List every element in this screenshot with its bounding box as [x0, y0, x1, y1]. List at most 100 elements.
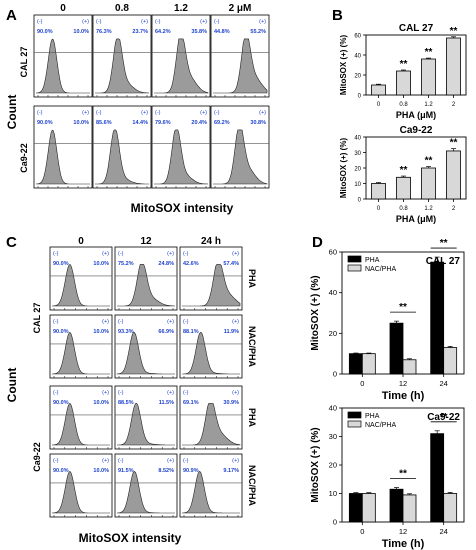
- panel-c-cell-neg-label: (-): [53, 390, 59, 396]
- y-tick-label: 30: [354, 151, 361, 157]
- panel-letter-c: C: [6, 234, 17, 251]
- panel-c-cell-frame: [49, 246, 113, 311]
- significance-mark: **: [425, 47, 433, 58]
- bar: [361, 493, 376, 523]
- panel-c-cell-histogram: [51, 471, 110, 514]
- bar: [348, 353, 363, 375]
- bar: [446, 150, 461, 200]
- significance-mark: **: [400, 165, 408, 176]
- significance-mark: **: [399, 469, 407, 480]
- panel-c-cell-neg-percent: 90.0%: [53, 261, 69, 267]
- panel-c-group-label-ca922: Ca9-22: [32, 442, 42, 472]
- panel-c-cell-pos-label: (+): [102, 458, 109, 464]
- panel-a-cell-neg-label: (-): [155, 110, 161, 116]
- significance-mark: **: [450, 138, 458, 149]
- panel-c-cell-histogram: [181, 471, 240, 514]
- significance-mark: **: [450, 26, 458, 37]
- bar: [430, 433, 445, 523]
- bar: [421, 167, 436, 200]
- bar: [348, 493, 363, 523]
- panel-c-cell-histogram: [51, 264, 110, 307]
- panel-c-cell-pos-label: (+): [102, 251, 109, 257]
- panel-c-cell-pos-percent: 10.0%: [93, 261, 109, 267]
- panel-a-cell-pos-label: (+): [200, 19, 207, 25]
- panel-c-cell-frame: [49, 453, 113, 518]
- panel-a-cell-pos-percent: 23.7%: [132, 29, 148, 35]
- panel-a-cell-neg-percent: 76.3%: [96, 29, 112, 35]
- panel-c-cell-neg-percent: 42.6%: [183, 261, 199, 267]
- y-tick-label: 0: [333, 518, 337, 527]
- panel-c-cell-pos-label: (+): [102, 390, 109, 396]
- panel-c-cell-neg-percent: 90.0%: [53, 400, 69, 406]
- bar: [446, 37, 461, 96]
- panel-c-row-label: PHA: [247, 269, 257, 289]
- bar: [389, 488, 404, 523]
- panel-c-col-header: 12: [140, 236, 152, 247]
- panel-a-col-header: 1.2: [174, 3, 188, 14]
- bar: [371, 84, 386, 96]
- panel-a-cell-neg-percent: 69.2%: [214, 120, 230, 126]
- x-axis-title: Time (h): [382, 390, 425, 402]
- panel-c-cell-neg-label: (-): [183, 319, 189, 325]
- significance-mark: **: [440, 412, 448, 423]
- significance-mark: **: [399, 302, 407, 313]
- x-tick-label: 0: [360, 527, 364, 536]
- panel-c-y-title: Count: [5, 368, 19, 403]
- y-tick-label: 20: [354, 167, 361, 173]
- y-tick-label: 0: [358, 94, 362, 100]
- panel-c-cell-histogram: [117, 264, 176, 307]
- x-tick-label: 24: [439, 527, 447, 536]
- y-tick-label: 0: [358, 198, 362, 204]
- panel-c-cell-histogram: [116, 332, 175, 375]
- panel-a-cell-histogram: [95, 38, 150, 94]
- panel-a-cell-pos-percent: 55.2%: [250, 29, 266, 35]
- y-tick-label: 60: [354, 34, 361, 40]
- panel-a-cell-pos-label: (+): [200, 110, 207, 116]
- bar: [421, 58, 436, 96]
- panel-a-cell-histogram: [213, 129, 268, 185]
- legend-swatch: [347, 411, 362, 419]
- x-tick-label: 24: [439, 379, 447, 388]
- legend-swatch: [347, 420, 362, 428]
- panel-a-cell-pos-percent: 35.8%: [191, 29, 207, 35]
- panel-a-col-header: 2 μM: [229, 3, 252, 14]
- panel-a-cell-neg-label: (-): [214, 110, 220, 116]
- legend-label: NAC/PHA: [365, 422, 396, 429]
- x-axis-title: PHA (μM): [396, 214, 436, 224]
- panel-a-cell-histogram: [95, 129, 149, 185]
- bar: [402, 359, 417, 375]
- x-tick-label: 2: [452, 102, 456, 108]
- bar: [443, 493, 458, 523]
- panel-a-cell-histogram: [154, 129, 209, 185]
- panel-c-cell-frame: [179, 314, 243, 379]
- panel-letter-d: D: [312, 234, 323, 251]
- panel-c-cell-pos-percent: 10.0%: [93, 468, 109, 474]
- panel-c-cell-neg-percent: 88.5%: [118, 400, 134, 406]
- bar: [361, 353, 376, 375]
- panel-a-y-title: Count: [5, 95, 19, 130]
- panel-a-cell-neg-percent: 44.8%: [214, 29, 230, 35]
- panel-c-cell-neg-percent: 69.1%: [183, 400, 199, 406]
- panel-a-cell-frame: [33, 14, 93, 98]
- chart-title: CAL 27: [399, 23, 434, 34]
- x-tick-label: 12: [399, 527, 407, 536]
- panel-a-cell-pos-label: (+): [82, 19, 89, 25]
- panel-c-cell-neg-percent: 75.2%: [118, 261, 134, 267]
- panel-c-cell-pos-percent: 11.5%: [159, 400, 174, 406]
- panel-c-cell-neg-percent: 91.5%: [118, 468, 134, 474]
- panel-a-cell-pos-label: (+): [259, 19, 266, 25]
- panel-a-row-label-cal27: CAL 27: [19, 47, 29, 78]
- y-tick-label: 10: [329, 489, 337, 498]
- x-tick-label: 0: [360, 379, 364, 388]
- y-tick-label: 40: [329, 404, 337, 413]
- panel-c-cell-histogram: [116, 471, 175, 514]
- x-tick-label: 0.8: [399, 206, 408, 212]
- panel-a-cell-neg-percent: 90.0%: [37, 29, 53, 35]
- y-tick-label: 40: [354, 136, 361, 142]
- panel-c-cell-pos-percent: 9.17%: [223, 468, 239, 474]
- y-tick-label: 20: [329, 461, 337, 470]
- panel-c-flow-grid: 0 12 24 h (-) (+) 90.0% 10.0% (-) (+) 75.2% 24.8% (…: [49, 236, 257, 518]
- panel-c-cell-pos-label: (+): [167, 251, 174, 257]
- panel-a-cell-neg-percent: 79.6%: [155, 120, 171, 126]
